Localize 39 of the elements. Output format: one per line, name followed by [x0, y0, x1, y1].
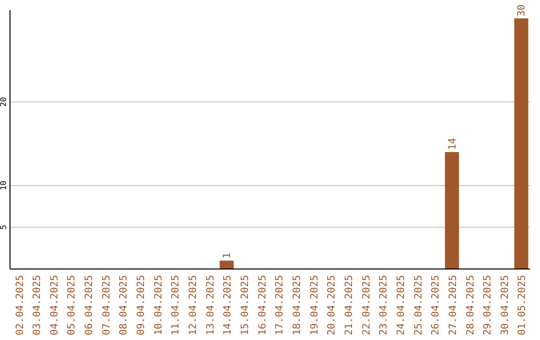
x-tick-label: 21.04.2025 — [344, 275, 355, 336]
y-tick-label: 5 — [0, 224, 8, 230]
x-tick-label: 03.04.2025 — [32, 275, 44, 336]
x-tick-label: 24.04.2025 — [396, 275, 407, 336]
x-tick-label: 14.04.2025 — [222, 275, 234, 336]
x-tick-label: 07.04.2025 — [101, 275, 112, 336]
x-tick-label: 29.04.2025 — [482, 275, 494, 336]
x-tick-label: 20.04.2025 — [326, 275, 338, 336]
x-tick-label: 10.04.2025 — [153, 275, 164, 336]
data-label: 1 — [222, 252, 234, 259]
x-tick-label: 23.04.2025 — [378, 275, 390, 336]
x-tick-label: 08.04.2025 — [118, 275, 130, 336]
bar — [220, 260, 234, 269]
x-tick-label: 25.04.2025 — [413, 275, 424, 336]
x-tick-label: 12.04.2025 — [188, 275, 200, 336]
bar — [444, 152, 459, 269]
x-tick-label: 18.04.2025 — [292, 275, 303, 336]
x-tick-label: 05.04.2025 — [66, 275, 78, 336]
x-tick-label: 28.04.2025 — [465, 275, 476, 336]
x-tick-label: 13.04.2025 — [205, 275, 216, 336]
x-tick-label: 04.04.2025 — [49, 275, 60, 336]
x-tick-label: 26.04.2025 — [430, 275, 442, 336]
x-tick-label: 11.04.2025 — [170, 275, 182, 336]
x-tick-label: 27.04.2025 — [448, 275, 459, 336]
bar — [514, 18, 528, 269]
data-label: 14 — [447, 138, 458, 150]
y-tick-label: 10 — [0, 180, 8, 190]
x-tick-label: 17.04.2025 — [274, 275, 286, 336]
data-label: 30 — [516, 4, 528, 16]
x-tick-label: 30.04.2025 — [500, 275, 511, 336]
x-tick-label: 15.04.2025 — [240, 275, 252, 336]
x-tick-label: 09.04.2025 — [136, 275, 148, 336]
x-tick-label: 06.04.2025 — [84, 275, 96, 336]
x-tick-label: 16.04.2025 — [257, 275, 268, 336]
x-tick-label: 19.04.2025 — [309, 275, 320, 336]
y-tick-label: 20 — [0, 96, 8, 107]
x-tick-label: 22.04.2025 — [361, 275, 372, 336]
x-tick-label: 01.05.2025 — [517, 275, 528, 336]
x-tick-label: 02.04.2025 — [14, 275, 26, 336]
